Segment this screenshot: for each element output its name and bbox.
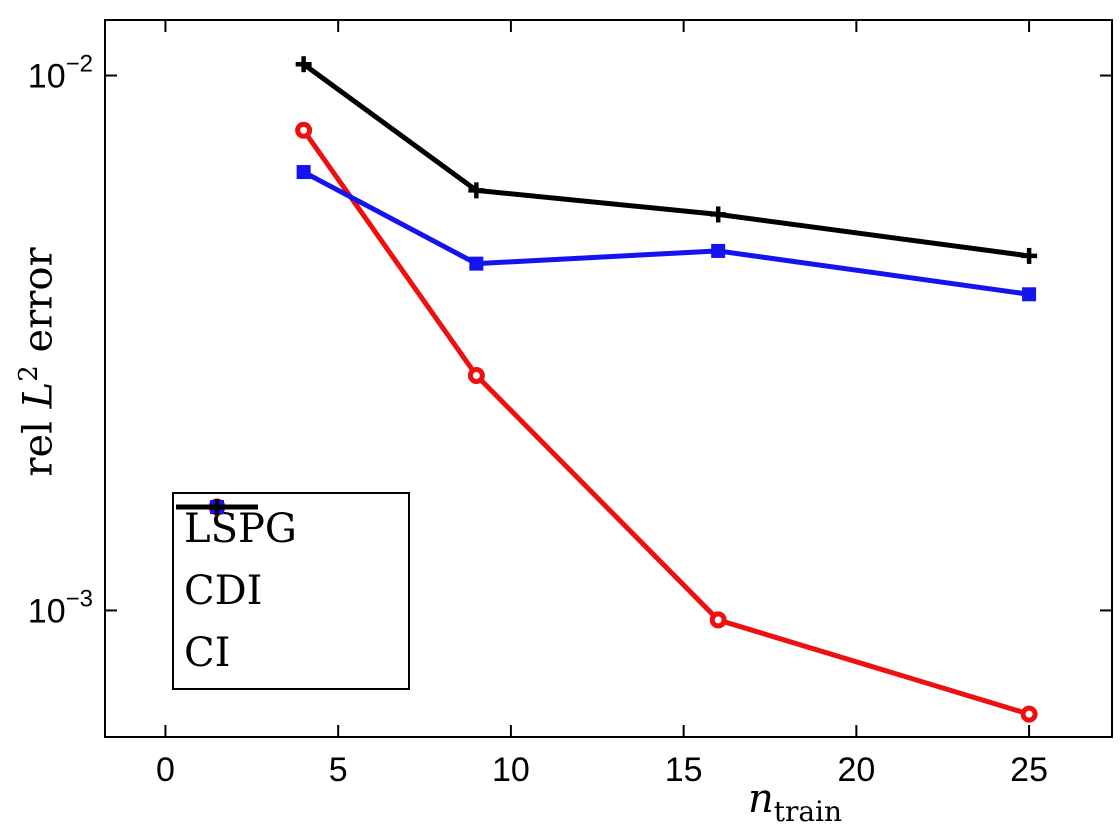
- marker-circle: [1020, 705, 1038, 723]
- marker-square: [1022, 287, 1037, 302]
- x-tick-label: 15: [665, 751, 703, 789]
- marker-circle: [709, 611, 727, 629]
- x-axis-label: ntrain: [695, 776, 895, 828]
- legend: LSPG CDI CI: [172, 492, 410, 690]
- y-label-variable: L: [15, 381, 62, 409]
- marker-circle: [467, 366, 485, 384]
- legend-item-ci: CI: [176, 499, 408, 676]
- x-tick-label: 5: [329, 751, 348, 789]
- series-line-cdi: [301, 169, 1032, 297]
- x-tick-label: 20: [837, 751, 875, 789]
- legend-label-cdi: CDI: [184, 568, 263, 614]
- marker-square: [469, 256, 484, 271]
- legend-label-ci: CI: [184, 630, 231, 676]
- x-label-variable: n: [747, 776, 774, 822]
- y-tick-label: 10−3: [28, 585, 93, 630]
- marker-square: [711, 243, 726, 258]
- y-label-suffix: error: [15, 247, 62, 366]
- y-label-superscript: 2: [14, 365, 44, 382]
- x-tick-label: 25: [1010, 751, 1048, 789]
- x-tick-label: 10: [492, 751, 530, 789]
- x-tick-label: 0: [156, 751, 175, 789]
- series-line-ci: [301, 61, 1032, 259]
- y-tick-label: 10−2: [28, 51, 93, 96]
- legend-sample-line-ci: [176, 499, 258, 515]
- legend-item-cdi: CDI: [176, 500, 408, 614]
- y-label-prefix: rel: [15, 408, 62, 477]
- legend-label-lspg: LSPG: [184, 506, 297, 552]
- marker-square: [296, 165, 311, 180]
- series-line-lspg: [301, 127, 1032, 717]
- x-label-subscript: train: [773, 795, 843, 828]
- axes-box: [104, 19, 1113, 738]
- y-axis-label: rel L2 error: [14, 162, 62, 562]
- marker-circle: [295, 121, 313, 139]
